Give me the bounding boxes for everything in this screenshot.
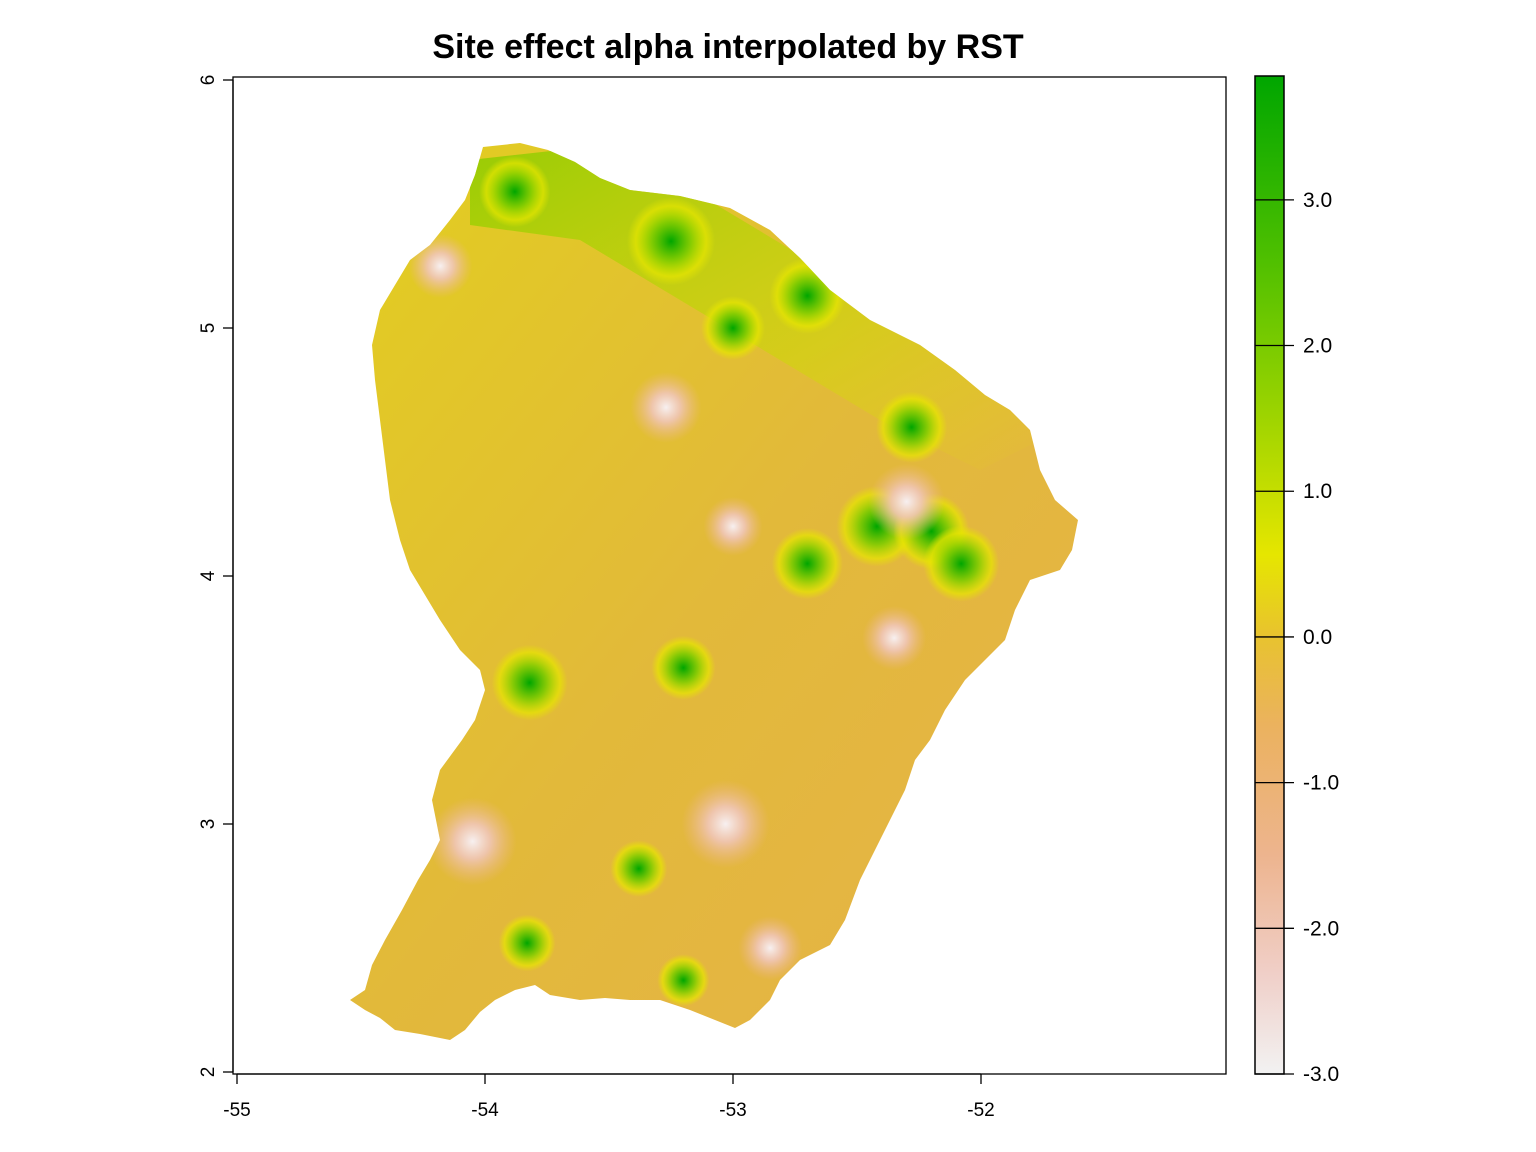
hotspot-high-1 [479,156,551,228]
y-axis: 2 3 4 5 6 [198,75,234,1078]
hotspot-high-5 [771,528,844,600]
legend-colorbar [1254,75,1285,1075]
y-tick-label: 2 [198,1067,219,1078]
legend-tick-label: -1.0 [1303,772,1339,795]
hotspot-low-17 [408,234,473,298]
y-tick-label: 3 [198,819,219,830]
hotspot-low-14 [428,797,517,886]
legend-tick-label: -3.0 [1303,1063,1339,1086]
hotspot-low-20 [862,606,927,670]
hotspot-high-11 [498,914,556,972]
y-tick-label: 6 [198,75,219,86]
hotspot-low-18 [868,463,945,540]
hotspot-low-19 [738,916,803,980]
map-title: Site effect alpha interpolated by RST [432,28,1024,66]
x-tick-label: -53 [719,1100,746,1121]
legend-tick-label: 1.0 [1303,480,1332,503]
color-legend: 3.0 2.0 1.0 0.0 -1.0 -2.0 -3.0 [1254,75,1339,1086]
hotspot-high-12 [657,954,710,1007]
hotspot-layer [408,156,1000,1007]
y-tick-label: 4 [198,570,219,581]
hotspot-high-13 [701,296,765,360]
legend-tick-label: -2.0 [1303,917,1339,940]
hotspot-low-15 [681,780,770,868]
hotspot-high-8 [923,525,1000,602]
y-tick-label: 5 [198,323,219,334]
hotspot-low-16 [630,371,702,443]
x-tick-label: -54 [471,1100,499,1121]
hotspot-high-10 [610,840,668,898]
hotspot-high-0 [491,644,568,721]
legend-tick-label: 3.0 [1303,189,1332,212]
hotspot-high-9 [651,635,716,700]
legend-tick-label: 2.0 [1303,335,1332,358]
x-tick-label: -55 [223,1100,250,1121]
legend-tick-label: 0.0 [1303,626,1332,649]
legend-ticks: 3.0 2.0 1.0 0.0 -1.0 -2.0 -3.0 [1255,189,1339,1086]
hotspot-high-4 [875,391,948,463]
x-axis: -55 -54 -53 -52 [223,1073,995,1121]
x-tick-label: -52 [967,1100,994,1121]
hotspot-high-2 [627,197,715,286]
hotspot-low-21 [703,496,763,556]
